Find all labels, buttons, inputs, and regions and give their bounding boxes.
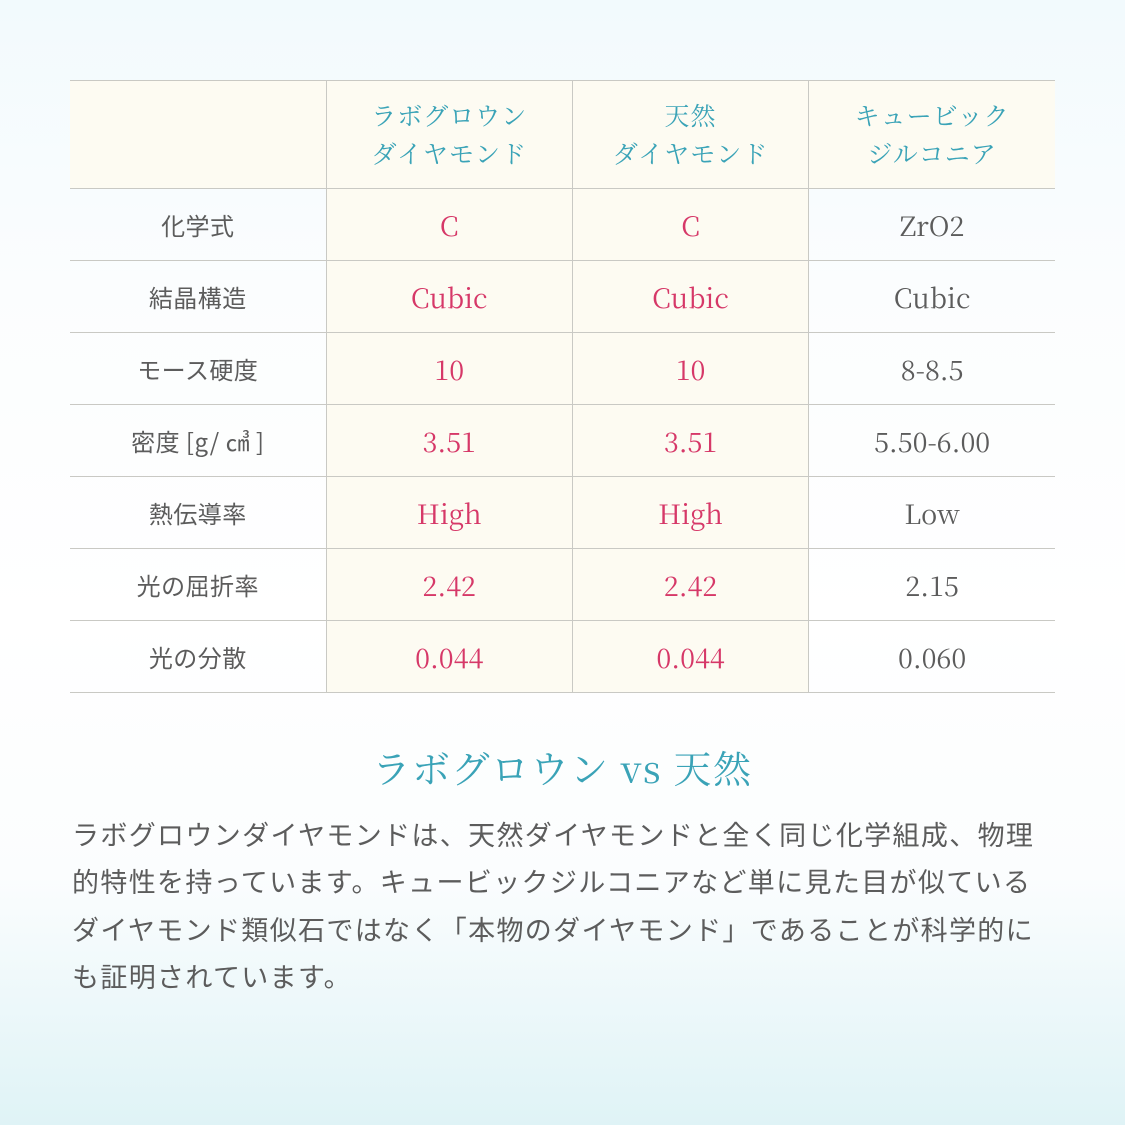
row-label: 結晶構造 <box>70 261 326 333</box>
cell-lab: 0.044 <box>326 621 572 693</box>
cell-lab: 2.42 <box>326 549 572 621</box>
table-row: 熱伝導率 High High Low <box>70 477 1055 549</box>
row-label: モース硬度 <box>70 333 326 405</box>
cell-natural: 2.42 <box>572 549 808 621</box>
cell-natural: Cubic <box>572 261 808 333</box>
cell-natural: 3.51 <box>572 405 808 477</box>
col-header-natural-line2: ダイヤモンド <box>613 135 769 171</box>
table-row: 結晶構造 Cubic Cubic Cubic <box>70 261 1055 333</box>
col-header-cz-line2: ジルコニア <box>867 135 996 171</box>
table-corner-cell <box>70 81 326 189</box>
row-label: 化学式 <box>70 189 326 261</box>
cell-lab: High <box>326 477 572 549</box>
cell-cz: 5.50-6.00 <box>809 405 1055 477</box>
row-label: 密度 [g/ ㎤ ] <box>70 405 326 477</box>
table-row: モース硬度 10 10 8-8.5 <box>70 333 1055 405</box>
cell-lab: 3.51 <box>326 405 572 477</box>
cell-natural: C <box>572 189 808 261</box>
col-header-lab-line1: ラボグロウン <box>371 97 527 133</box>
body-paragraph: ラボグロウンダイヤモンドは、天然ダイヤモンドと全く同じ化学組成、物理的特性を持っ… <box>70 810 1055 999</box>
cell-lab: Cubic <box>326 261 572 333</box>
col-header-natural: 天然 ダイヤモンド <box>572 81 808 189</box>
col-header-lab-line2: ダイヤモンド <box>371 135 527 171</box>
cell-cz: Cubic <box>809 261 1055 333</box>
cell-natural: 0.044 <box>572 621 808 693</box>
table-body: 化学式 C C ZrO2 結晶構造 Cubic Cubic Cubic モース硬… <box>70 189 1055 693</box>
col-header-natural-line1: 天然 <box>665 97 717 133</box>
col-header-cz: キュービック ジルコニア <box>809 81 1055 189</box>
cell-natural: High <box>572 477 808 549</box>
table-header-row: ラボグロウン ダイヤモンド 天然 ダイヤモンド キュービック ジルコニア <box>70 81 1055 189</box>
cell-cz: 0.060 <box>809 621 1055 693</box>
table-row: 光の屈折率 2.42 2.42 2.15 <box>70 549 1055 621</box>
cell-cz: ZrO2 <box>809 189 1055 261</box>
col-header-lab: ラボグロウン ダイヤモンド <box>326 81 572 189</box>
section-heading: ラボグロウン vs 天然 <box>70 739 1055 794</box>
col-header-cz-line1: キュービック <box>855 97 1010 133</box>
row-label: 光の分散 <box>70 621 326 693</box>
cell-lab: C <box>326 189 572 261</box>
row-label: 光の屈折率 <box>70 549 326 621</box>
table-row: 密度 [g/ ㎤ ] 3.51 3.51 5.50-6.00 <box>70 405 1055 477</box>
row-label: 熱伝導率 <box>70 477 326 549</box>
cell-cz: 8-8.5 <box>809 333 1055 405</box>
table-row: 光の分散 0.044 0.044 0.060 <box>70 621 1055 693</box>
comparison-table: ラボグロウン ダイヤモンド 天然 ダイヤモンド キュービック ジルコニア 化学式… <box>70 80 1055 693</box>
table-row: 化学式 C C ZrO2 <box>70 189 1055 261</box>
cell-cz: 2.15 <box>809 549 1055 621</box>
cell-natural: 10 <box>572 333 808 405</box>
cell-cz: Low <box>809 477 1055 549</box>
cell-lab: 10 <box>326 333 572 405</box>
